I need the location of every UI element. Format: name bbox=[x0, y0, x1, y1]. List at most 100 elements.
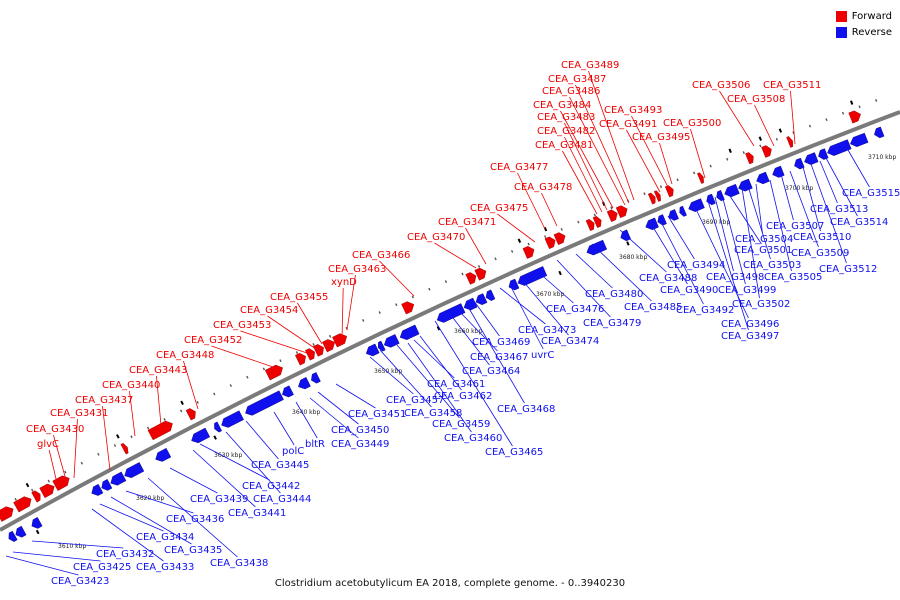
reverse-gene-label-cea-g3514: CEA_G3514 bbox=[830, 217, 888, 228]
legend-forward: Forward bbox=[835, 8, 892, 24]
feature-marker bbox=[25, 482, 30, 488]
reverse-swatch bbox=[835, 26, 847, 38]
reverse-gene-label-cea-g3425: CEA_G3425 bbox=[73, 562, 131, 573]
reverse-gene-label-cea-g3441: CEA_G3441 bbox=[228, 508, 286, 519]
reverse-gene-label-cea-g3438: CEA_G3438 bbox=[210, 558, 268, 569]
reverse-leader-line bbox=[769, 179, 792, 272]
forward-gene-arrow bbox=[0, 506, 14, 522]
scale-tick bbox=[544, 235, 547, 239]
reverse-gene-arrow bbox=[311, 372, 321, 384]
forward-gene-label-cea-g3466: CEA_G3466 bbox=[352, 250, 410, 261]
reverse-gene-label-cea-g3490: CEA_G3490 bbox=[660, 285, 718, 296]
forward-gene-arrow bbox=[544, 236, 556, 250]
reverse-gene-label-cea-g3434: CEA_G3434 bbox=[136, 532, 194, 543]
reverse-leader-line bbox=[295, 401, 318, 439]
scale-tick bbox=[130, 435, 133, 439]
scale-tick bbox=[362, 318, 365, 322]
reverse-gene-arrow bbox=[657, 214, 667, 226]
reverse-gene-arrow bbox=[191, 427, 211, 444]
scale-tick bbox=[759, 144, 762, 148]
forward-gene-arrow bbox=[332, 333, 348, 348]
scale-tick bbox=[560, 227, 563, 231]
forward-gene-arrow bbox=[522, 246, 535, 259]
forward-gene-label-cea-g3443: CEA_G3443 bbox=[129, 365, 187, 376]
forward-gene-arrow bbox=[664, 185, 674, 198]
reverse-gene-label-cea-g3473: CEA_G3473 bbox=[518, 325, 576, 336]
forward-gene-label-cea-g3506: CEA_G3506 bbox=[692, 80, 750, 91]
reverse-leader-line bbox=[169, 467, 218, 494]
forward-gene-arrow bbox=[401, 301, 415, 315]
reverse-gene-label-cea-g3480: CEA_G3480 bbox=[585, 289, 643, 300]
legend-reverse-label: Reverse bbox=[851, 26, 892, 38]
forward-leader-line bbox=[588, 70, 635, 201]
scale-tick bbox=[31, 488, 34, 492]
forward-leader-line bbox=[379, 260, 415, 297]
reverse-leader-line bbox=[147, 477, 238, 558]
feature-marker bbox=[778, 128, 783, 133]
reverse-gene-label-cea-g3464: CEA_G3464 bbox=[462, 366, 520, 377]
reverse-leader-line bbox=[419, 335, 462, 391]
forward-gene-arrow bbox=[786, 136, 794, 148]
reverse-gene-label-cea-g3449: CEA_G3449 bbox=[331, 439, 389, 450]
feature-marker bbox=[543, 226, 548, 232]
scale-tick bbox=[577, 220, 580, 224]
scale-tick bbox=[262, 367, 266, 371]
reverse-gene-arrow bbox=[688, 198, 705, 212]
reverse-leader-line bbox=[309, 397, 359, 439]
reverse-gene-label-cea-g3513: CEA_G3513 bbox=[810, 204, 868, 215]
reverse-gene-arrow bbox=[365, 343, 380, 357]
forward-gene-label-cea-g3448: CEA_G3448 bbox=[156, 350, 214, 361]
reverse-gene-arrow bbox=[15, 525, 27, 538]
scale-label: 3630 kbp bbox=[214, 452, 242, 459]
forward-gene-arrow bbox=[305, 348, 315, 361]
reverse-leader-line bbox=[192, 449, 256, 508]
reverse-gene-label-cea-g3469: CEA_G3469 bbox=[472, 337, 530, 348]
reverse-gene-arrow bbox=[282, 385, 294, 398]
scale-tick bbox=[726, 157, 729, 161]
forward-leader-line bbox=[341, 287, 344, 341]
forward-swatch bbox=[835, 10, 847, 22]
reverse-leader-line bbox=[819, 160, 838, 204]
scale-tick bbox=[411, 295, 415, 299]
forward-leader-line bbox=[569, 96, 626, 206]
forward-leader-line bbox=[497, 213, 536, 243]
scale-tick bbox=[643, 192, 646, 196]
reverse-leader-line bbox=[379, 349, 432, 408]
scale-tick bbox=[395, 303, 398, 307]
reverse-gene-label-cea-g3468: CEA_G3468 bbox=[497, 404, 555, 415]
scale-label: 3670 kbp bbox=[536, 291, 564, 298]
forward-leader-line bbox=[564, 122, 608, 211]
forward-gene-label-cea-g3471: CEA_G3471 bbox=[438, 217, 496, 228]
reverse-gene-label-cea-g3512: CEA_G3512 bbox=[819, 264, 877, 275]
reverse-gene-label-cea-g3492: CEA_G3492 bbox=[676, 305, 734, 316]
forward-leader-line bbox=[790, 90, 796, 145]
scale-tick bbox=[312, 342, 315, 346]
scale-label: 3640 kbp bbox=[292, 409, 320, 416]
reverse-gene-arrow bbox=[827, 139, 852, 156]
scale-tick bbox=[47, 479, 51, 483]
forward-gene-arrow bbox=[264, 364, 283, 381]
forward-leader-line bbox=[346, 274, 356, 331]
reverse-gene-arrow bbox=[772, 165, 785, 178]
feature-marker bbox=[116, 434, 120, 439]
feature-marker bbox=[849, 100, 854, 105]
reverse-leader-line bbox=[667, 215, 695, 260]
reverse-gene-arrow bbox=[508, 278, 520, 291]
reverse-gene-arrow bbox=[485, 289, 496, 301]
forward-leader-line bbox=[297, 302, 323, 345]
reverse-gene-label-cea-g3461: CEA_G3461 bbox=[427, 379, 485, 390]
reverse-gene-arrow bbox=[756, 171, 770, 185]
reverse-gene-label-cea-g3501: CEA_G3501 bbox=[734, 245, 792, 256]
reverse-leader-line bbox=[747, 185, 771, 260]
reverse-gene-arrow bbox=[91, 483, 104, 496]
reverse-leader-line bbox=[780, 173, 794, 221]
reverse-gene-label-cea-g3494: CEA_G3494 bbox=[667, 260, 725, 271]
reverse-gene-label-cea-g3505: CEA_G3505 bbox=[764, 272, 822, 283]
scale-tick bbox=[494, 257, 497, 261]
reverse-leader-line bbox=[522, 280, 569, 336]
reverse-gene-label-cea-g3499: CEA_G3499 bbox=[718, 285, 776, 296]
feature-marker bbox=[517, 238, 522, 243]
scale-tick bbox=[709, 164, 712, 168]
reverse-leader-line bbox=[619, 229, 667, 273]
reverse-leader-line bbox=[789, 170, 819, 248]
